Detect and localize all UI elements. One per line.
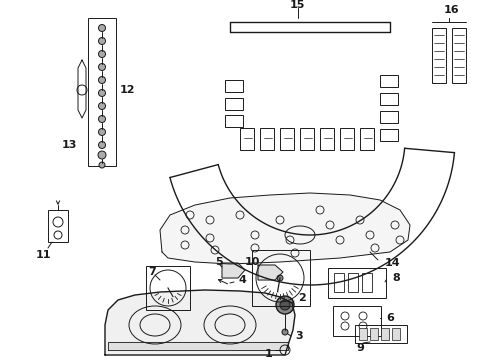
Polygon shape	[105, 290, 295, 355]
Text: 11: 11	[36, 250, 51, 260]
Bar	[380, 75, 398, 87]
Bar	[88, 18, 116, 166]
Bar	[240, 128, 254, 150]
Bar	[225, 80, 243, 92]
Bar	[225, 98, 243, 110]
Circle shape	[98, 50, 105, 58]
Polygon shape	[258, 265, 283, 280]
Polygon shape	[108, 342, 288, 350]
Bar	[359, 328, 367, 340]
Circle shape	[98, 77, 105, 84]
Circle shape	[280, 300, 290, 310]
Bar	[355, 325, 407, 343]
Bar	[300, 128, 314, 150]
Bar	[260, 128, 274, 150]
Circle shape	[277, 275, 283, 281]
Circle shape	[98, 129, 105, 135]
Text: 6: 6	[386, 313, 394, 323]
Bar	[360, 128, 374, 150]
Bar	[328, 268, 386, 298]
Bar	[252, 250, 310, 306]
Bar	[225, 115, 243, 127]
Circle shape	[98, 37, 105, 45]
Circle shape	[99, 162, 105, 168]
Circle shape	[98, 63, 105, 71]
Text: 15: 15	[290, 0, 305, 10]
Text: 8: 8	[392, 273, 400, 283]
Text: 5: 5	[215, 257, 222, 267]
Circle shape	[98, 151, 106, 159]
Circle shape	[282, 329, 288, 335]
Circle shape	[98, 24, 105, 31]
Text: 7: 7	[148, 267, 156, 277]
Bar	[362, 273, 372, 292]
Bar	[334, 273, 344, 292]
Text: 4: 4	[238, 275, 246, 285]
Bar	[146, 266, 190, 310]
Bar	[333, 306, 381, 336]
Bar	[280, 128, 294, 150]
Text: 3: 3	[295, 331, 303, 341]
Text: 13: 13	[62, 140, 77, 150]
Text: 2: 2	[298, 293, 306, 303]
Text: 14: 14	[385, 258, 401, 268]
Bar	[452, 28, 466, 83]
Circle shape	[98, 103, 105, 109]
Bar	[48, 210, 68, 242]
Text: 9: 9	[356, 343, 364, 353]
Polygon shape	[222, 263, 245, 278]
Bar	[348, 273, 358, 292]
Text: 16: 16	[444, 5, 460, 15]
Polygon shape	[160, 193, 410, 264]
Bar	[380, 93, 398, 105]
Bar	[432, 28, 446, 83]
Text: 12: 12	[120, 85, 136, 95]
Bar	[340, 128, 354, 150]
Circle shape	[98, 141, 105, 148]
Bar	[320, 128, 334, 150]
Bar	[392, 328, 400, 340]
Circle shape	[98, 116, 105, 122]
Circle shape	[276, 296, 294, 314]
Text: 10: 10	[245, 257, 260, 267]
Text: 1: 1	[265, 349, 273, 359]
Bar	[370, 328, 378, 340]
Circle shape	[98, 90, 105, 96]
Bar	[380, 111, 398, 123]
Bar	[380, 129, 398, 141]
Bar	[381, 328, 389, 340]
